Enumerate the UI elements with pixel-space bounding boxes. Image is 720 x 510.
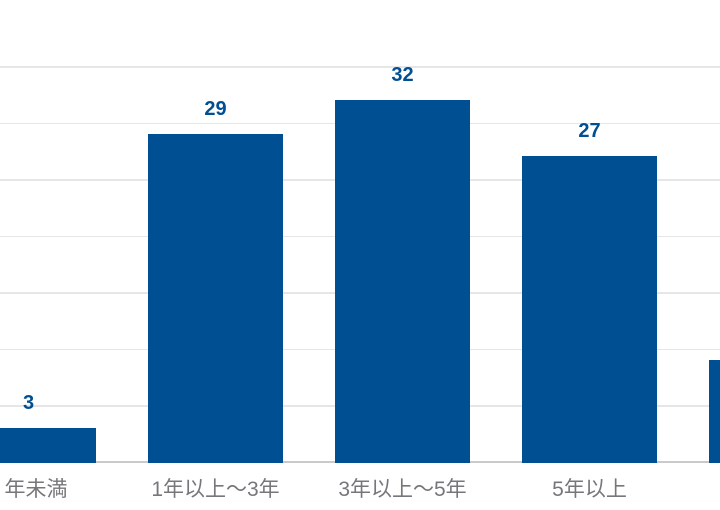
bar bbox=[335, 99, 470, 463]
bar bbox=[522, 156, 657, 463]
x-axis-label: 1年以上〜3年 bbox=[151, 478, 280, 501]
bar-value-label: 29 bbox=[204, 97, 227, 120]
gridline bbox=[0, 66, 720, 68]
bar-value-label: 32 bbox=[391, 63, 414, 86]
bar bbox=[709, 359, 720, 463]
bar bbox=[148, 133, 283, 463]
bar bbox=[0, 427, 96, 463]
x-axis-label: 3年以上〜5年 bbox=[338, 478, 467, 501]
bar-value-label: 3 bbox=[22, 391, 35, 414]
bar-value-label: 27 bbox=[578, 120, 601, 143]
x-axis-label: 年未満 bbox=[4, 478, 68, 501]
x-axis-label: 5年以上 bbox=[552, 478, 627, 501]
